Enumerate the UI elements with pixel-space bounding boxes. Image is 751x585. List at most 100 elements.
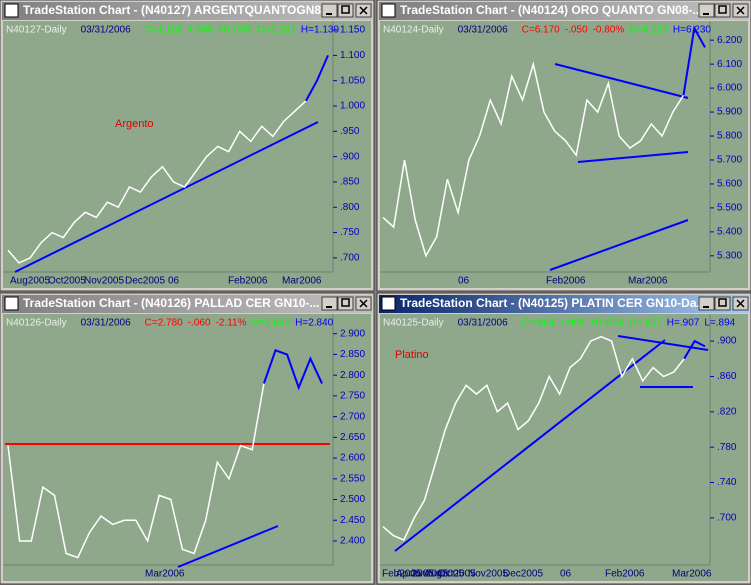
- y-tick-label: 5.800: [717, 131, 742, 142]
- header-field: -2.11%: [216, 318, 247, 329]
- header-field: O=.907: [629, 318, 663, 329]
- y-tick-label: 6.100: [717, 59, 742, 70]
- price-line: [7, 383, 265, 559]
- x-tick-label: Mar2006: [282, 276, 322, 287]
- minimize-button[interactable]: [698, 296, 715, 311]
- window-title: TradeStation Chart - (N40125) PLATIN CER…: [400, 296, 707, 310]
- x-tick-label: 06: [168, 276, 180, 287]
- title-bar: [379, 295, 749, 313]
- y-tick-label: 6.000: [717, 83, 742, 94]
- button-glyph: [341, 5, 350, 14]
- x-tick-label: Aug2005: [424, 569, 464, 580]
- header-field: O=6.220: [629, 25, 668, 36]
- title-bar: [2, 2, 372, 20]
- y-tick-label: 2.500: [340, 494, 365, 505]
- x-tick-label: Jun2005: [410, 569, 449, 580]
- y-tick-label: 5.500: [717, 203, 742, 214]
- minimize-button[interactable]: [321, 3, 338, 18]
- header-field: O=2.840: [252, 318, 291, 329]
- y-tick-label: 5.300: [717, 250, 742, 261]
- header-field: -.060: [188, 318, 211, 329]
- trend-line: [549, 219, 689, 271]
- y-tick-label: .740: [717, 477, 737, 488]
- x-tick-label: Oct2005: [48, 276, 86, 287]
- button-glyph: [341, 298, 350, 307]
- title-bar: [379, 2, 749, 20]
- header-field: 03/31/2006: [81, 25, 131, 36]
- y-tick-label: .750: [340, 227, 360, 238]
- header-field: +0.45%: [590, 318, 624, 329]
- trend-line: [554, 63, 689, 99]
- x-tick-label: Oct2005: [438, 569, 476, 580]
- y-tick-label: 2.800: [340, 370, 365, 381]
- header-field: +0.73%: [218, 25, 252, 36]
- chart-window: TradeStation Chart - (N40124) ORO QUANTO…: [376, 0, 751, 292]
- annotation: Platino: [395, 349, 429, 361]
- y-tick-label: .800: [340, 202, 360, 213]
- header-field: H=1.139: [301, 25, 340, 36]
- y-tick-label: 5.400: [717, 227, 742, 238]
- y-tick-label: .900: [717, 336, 737, 347]
- plot-area: [3, 314, 371, 581]
- button-glyph: [359, 299, 368, 308]
- trend-line: [177, 525, 279, 568]
- x-tick-label: Nov2005: [468, 569, 508, 580]
- trend-line: [14, 121, 319, 273]
- window-title: TradeStation Chart - (N40126) PALLAD CER…: [23, 296, 320, 310]
- plot-area: [380, 314, 748, 581]
- y-tick-label: 1.150: [340, 25, 365, 36]
- y-tick-label: .820: [717, 406, 737, 417]
- y-tick-label: 5.900: [717, 107, 742, 118]
- button-glyph: [718, 5, 727, 14]
- button-glyph: [359, 6, 368, 15]
- button-glyph: [718, 298, 727, 307]
- header-field: H=2.840: [295, 318, 334, 329]
- y-tick-label: .700: [717, 513, 737, 524]
- chart-window: TradeStation Chart - (N40125) PLATIN CER…: [376, 292, 751, 585]
- title-bar: [2, 295, 372, 313]
- x-tick-label: Mar2006: [145, 569, 185, 580]
- header-field: N40125-Daily: [383, 318, 444, 329]
- header-field: -0.80%: [593, 25, 625, 36]
- header-field: 03/31/2006: [81, 318, 131, 329]
- button-glyph: [736, 6, 745, 15]
- y-tick-label: 2.550: [340, 473, 365, 484]
- minimize-button[interactable]: [698, 3, 715, 18]
- x-tick-label: Feb2005: [382, 569, 422, 580]
- y-tick-label: 2.750: [340, 391, 365, 402]
- minimize-button[interactable]: [321, 296, 338, 311]
- y-tick-label: .700: [340, 253, 360, 264]
- header-field: O=1.127: [257, 25, 296, 36]
- window-icon: [381, 3, 396, 18]
- header-field: C=.894: [522, 318, 555, 329]
- price-line: [382, 335, 685, 541]
- x-tick-label: Feb2006: [605, 569, 645, 580]
- header-field: H=6.230: [673, 25, 712, 36]
- x-tick-label: Apr2005: [396, 569, 434, 580]
- header-field: C=2.780: [145, 318, 184, 329]
- header-field: H=.907: [667, 318, 700, 329]
- y-tick-label: 5.600: [717, 179, 742, 190]
- header-field: -.050: [565, 25, 588, 36]
- plot-area: [3, 21, 371, 288]
- x-tick-label: Dec2005: [503, 569, 543, 580]
- trend-line: [617, 335, 709, 351]
- price-line: [7, 100, 307, 264]
- price-line: [382, 61, 685, 258]
- header-field: +.004: [559, 318, 585, 329]
- header-field: C=1.101: [145, 25, 184, 36]
- header-field: 03/31/2006: [458, 318, 508, 329]
- y-tick-label: 1.050: [340, 75, 365, 86]
- chart-window: TradeStation Chart - (N40126) PALLAD CER…: [0, 292, 375, 585]
- window-title: TradeStation Chart - (N40127) ARGENTQUAN…: [23, 3, 331, 17]
- x-tick-label: Mar2006: [628, 276, 668, 287]
- header-field: +.008: [188, 25, 214, 36]
- button-glyph: [736, 299, 745, 308]
- x-tick-label: Mar2006: [672, 569, 712, 580]
- y-tick-label: 2.400: [340, 536, 365, 547]
- x-tick-label: Feb2006: [228, 276, 268, 287]
- window-icon: [4, 296, 19, 311]
- window-icon: [381, 296, 396, 311]
